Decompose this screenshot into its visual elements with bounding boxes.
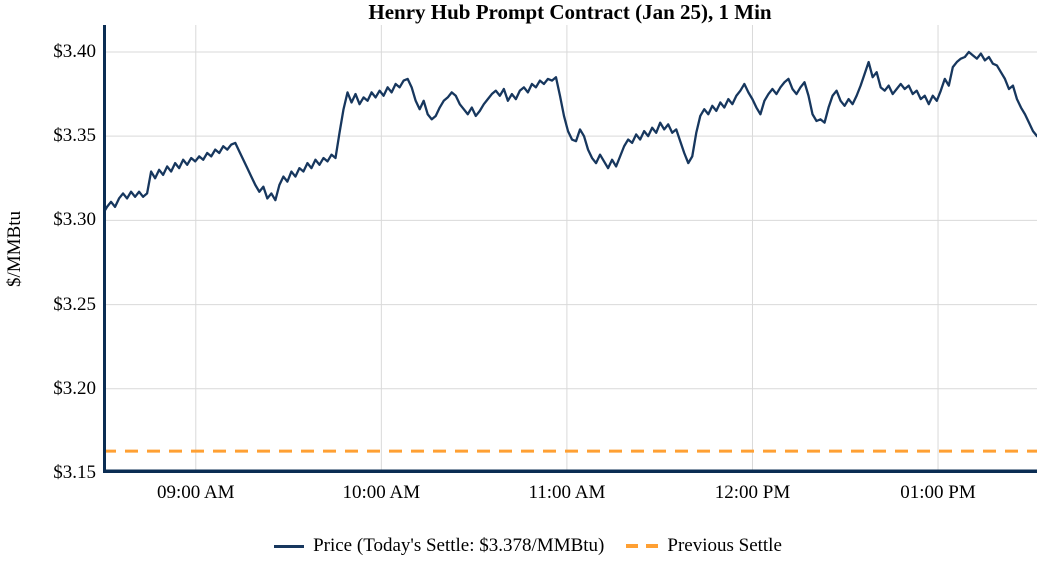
- x-tick-label: 01:00 PM: [900, 482, 976, 503]
- price-line-swatch-icon: [274, 544, 305, 548]
- price-line-series: [101, 50, 1039, 215]
- legend-previous-settle-item: Previous Settle: [626, 535, 782, 557]
- plot-area: [101, 25, 1039, 473]
- y-tick-label: $3.40: [53, 40, 96, 62]
- y-tick-label: $3.25: [53, 293, 96, 315]
- y-tick-label: $3.15: [53, 462, 96, 483]
- plot-svg: [101, 25, 1039, 473]
- x-tick-label: 09:00 AM: [156, 482, 235, 503]
- previous-settle-dash-swatch-icon: [626, 544, 659, 548]
- legend-price-item: Price (Today's Settle: $3.378/MMBtu): [274, 535, 604, 557]
- y-tick-label: $3.30: [53, 209, 96, 231]
- x-tick-label: 11:00 AM: [528, 482, 606, 503]
- y-axis-label: $/MMBtu: [4, 210, 25, 288]
- x-tick-label: 10:00 AM: [342, 482, 421, 503]
- y-tick-label: $3.20: [53, 377, 96, 399]
- y-tick-label: $3.35: [53, 125, 96, 147]
- x-tick-label: 12:00 PM: [714, 482, 791, 503]
- legend-previous-settle-label: Previous Settle: [667, 535, 782, 556]
- chart-title: Henry Hub Prompt Contract (Jan 25), 1 Mi…: [368, 0, 772, 24]
- legend: Price (Today's Settle: $3.378/MMBtu) Pre…: [0, 532, 1056, 560]
- legend-price-label: Price (Today's Settle: $3.378/MMBtu): [313, 535, 605, 556]
